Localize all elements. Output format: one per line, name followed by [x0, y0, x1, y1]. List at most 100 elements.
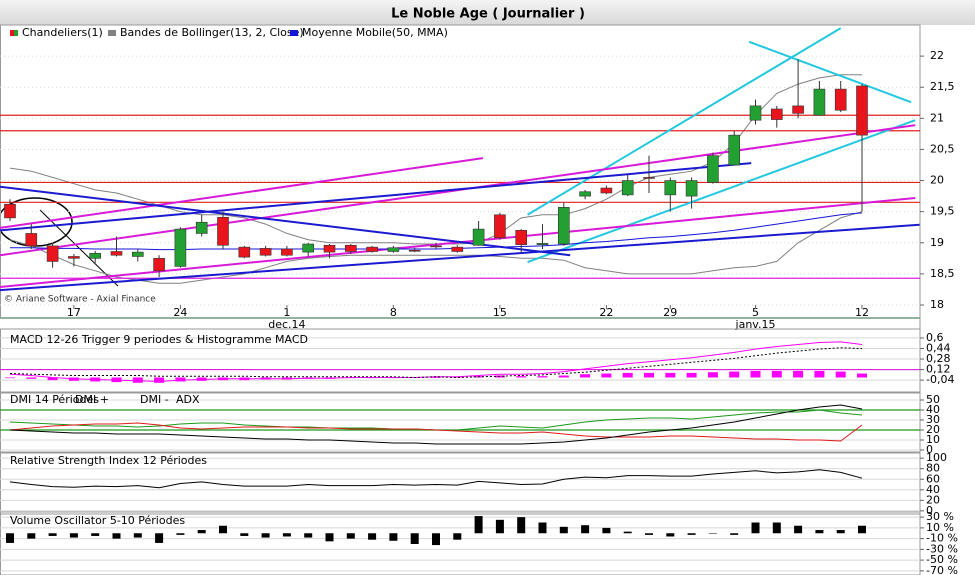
histogram-bar — [665, 372, 676, 378]
series-line — [9, 341, 863, 383]
y-tick-label: 60 — [926, 472, 940, 485]
panel-title: DMI 14 Périodes — [10, 393, 99, 406]
candle-body — [621, 180, 634, 196]
candle-body — [68, 256, 80, 259]
y-tick-label: 10 % — [926, 521, 954, 534]
panel-title: Relative Strength Index 12 Périodes — [10, 454, 207, 467]
y-tick-label: 19 — [930, 236, 944, 249]
candle-body — [408, 249, 421, 252]
histogram-bar — [622, 372, 633, 378]
y-tick-label: 0 — [926, 443, 933, 456]
y-tick-label: -70 % — [926, 564, 958, 575]
y-tick-label: -10 % — [926, 532, 958, 545]
panel-frame — [0, 511, 921, 575]
legend-label: Bandes de Bollinger(13, 2, Close) — [120, 26, 304, 39]
bar — [155, 533, 164, 543]
bar — [133, 533, 142, 538]
candle-body — [387, 247, 400, 252]
plot-area — [0, 399, 920, 451]
candle-body — [749, 105, 762, 121]
y-tick-label: 0 — [926, 504, 933, 517]
bar — [368, 533, 377, 540]
candle-body — [132, 251, 144, 257]
y-tick-label: -0,04 — [926, 373, 954, 386]
bar — [453, 533, 462, 540]
candle-body — [4, 203, 16, 219]
histogram-bar — [537, 376, 548, 378]
bar — [751, 522, 760, 534]
histogram-bar — [857, 373, 867, 378]
histogram-bar — [729, 371, 740, 378]
bar — [432, 533, 440, 546]
histogram-bar — [558, 375, 569, 378]
panel-frame — [0, 451, 921, 515]
bar — [794, 525, 803, 534]
panel-frame — [0, 328, 921, 394]
candle-body — [25, 233, 38, 247]
x-tick-label: 5 — [752, 306, 759, 319]
legend-label: DMI - — [140, 393, 169, 406]
candle-body — [46, 245, 59, 262]
candle-body — [600, 187, 613, 194]
histogram-bar — [26, 377, 37, 379]
candle-body — [685, 180, 698, 197]
candle-body — [281, 248, 293, 256]
y-tick-label: -50 % — [926, 553, 958, 566]
bar — [176, 533, 185, 535]
y-tick-label: 80 — [926, 462, 940, 475]
legend-swatch — [14, 30, 18, 36]
y-tick-label: 20 — [926, 493, 940, 506]
bar — [346, 533, 355, 539]
y-tick-label: 30 — [926, 413, 940, 426]
candle-body — [664, 180, 677, 196]
x-tick-label: 8 — [390, 306, 397, 319]
bar — [772, 522, 781, 534]
bar — [836, 530, 845, 534]
bar — [517, 517, 526, 534]
y-tick-label: 100 — [926, 451, 947, 464]
candle-body — [217, 216, 229, 246]
bar — [197, 530, 206, 534]
bar — [559, 526, 568, 534]
plot-area — [0, 457, 920, 512]
series-line — [9, 469, 863, 489]
candle-body — [323, 244, 336, 253]
bar — [304, 533, 313, 538]
candle-body — [707, 155, 719, 183]
candle-body — [792, 105, 804, 114]
histogram-bar — [154, 377, 165, 383]
y-tick-label: 20,5 — [930, 142, 955, 155]
legend-label: Chandeliers(1) — [22, 26, 103, 39]
bar — [389, 533, 398, 541]
candle-body — [89, 253, 101, 259]
panel-frame — [0, 391, 921, 454]
x-tick-label: 17 — [67, 306, 81, 319]
y-tick-label: 18,5 — [930, 267, 955, 280]
histogram-bar — [132, 377, 143, 383]
histogram-bar — [431, 377, 441, 378]
candle-body — [834, 88, 847, 111]
y-tick-label: 0,12 — [926, 363, 951, 376]
histogram-bar — [47, 377, 58, 381]
histogram-bar — [580, 374, 591, 378]
candle-body — [302, 243, 315, 253]
y-tick-label: 0,44 — [926, 341, 951, 354]
bar — [581, 525, 590, 534]
candle-body — [174, 228, 187, 267]
x-tick-label: 1 — [283, 306, 290, 319]
panel-frame — [0, 24, 921, 319]
bar — [240, 533, 249, 536]
trend-line — [527, 27, 842, 216]
x-tick-label: 12 — [855, 306, 869, 319]
candle-body — [515, 230, 528, 245]
month-label: dec.14 — [268, 318, 305, 331]
y-tick-label: 20 — [926, 423, 940, 436]
bar — [730, 533, 739, 535]
candle-body — [238, 246, 251, 258]
histogram-bar — [516, 376, 527, 378]
y-tick-label: -30 % — [926, 542, 958, 555]
series-line — [9, 422, 863, 442]
bar — [495, 519, 504, 534]
trend-line — [0, 157, 484, 229]
